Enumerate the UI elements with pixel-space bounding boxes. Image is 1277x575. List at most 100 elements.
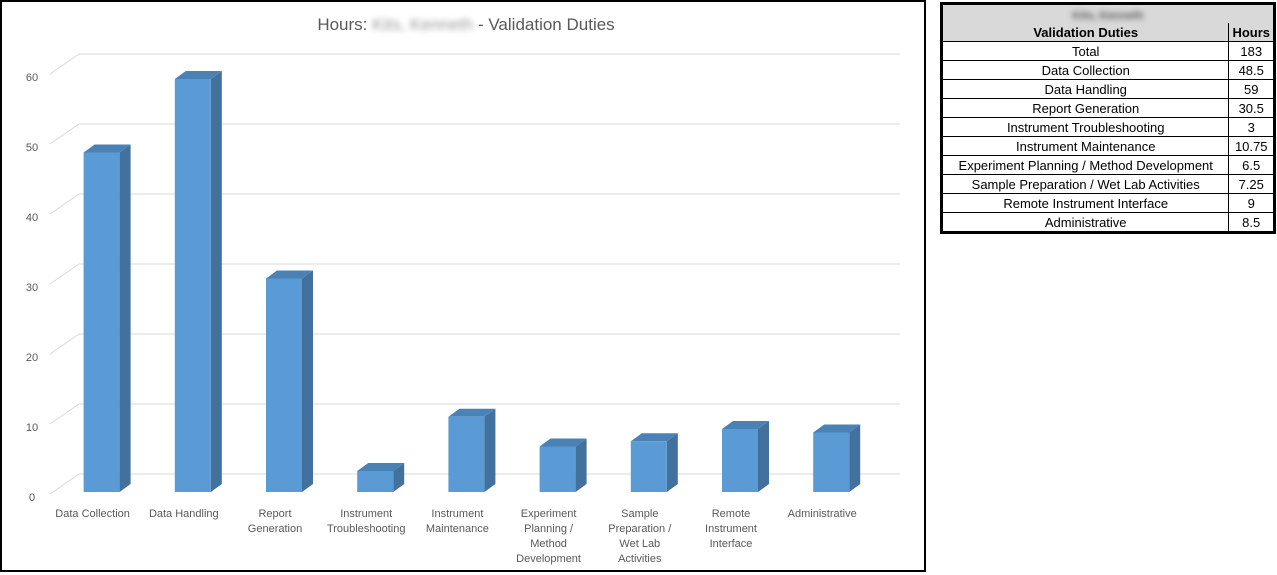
chart-frame: Hours: Kits, Kenneth - Validation Duties… bbox=[0, 0, 926, 572]
x-tick-label-line: Planning / bbox=[524, 523, 574, 535]
x-tick-label: Instrument Maintenance bbox=[426, 508, 489, 535]
table-row: Instrument Troubleshooting 3 bbox=[940, 117, 1275, 137]
bar-side bbox=[210, 71, 222, 492]
bar-9 bbox=[813, 424, 861, 492]
bar-top bbox=[357, 463, 405, 471]
bar-side bbox=[849, 424, 861, 492]
y-tick-label: 40 bbox=[26, 212, 38, 224]
table-cell-hours: 3 bbox=[1228, 117, 1275, 137]
bar-front bbox=[630, 441, 667, 492]
table-cell-duty: Experiment Planning / Method Development bbox=[940, 155, 1230, 175]
table-cell-hours: 59 bbox=[1228, 79, 1275, 99]
bar-6 bbox=[539, 438, 587, 492]
table-name-row: Kits, Kenneth bbox=[941, 3, 1275, 23]
hours-table: Kits, Kenneth Validation Duties Hours To… bbox=[940, 2, 1276, 234]
table-cell-hours: 10.75 bbox=[1228, 136, 1275, 156]
table-cell-duty: Total bbox=[940, 41, 1230, 61]
x-tick-label: Experiment Planning / Method Development bbox=[516, 508, 581, 565]
gridline-diagonal bbox=[49, 193, 80, 215]
table-cell-hours: 9 bbox=[1228, 193, 1275, 213]
bar-top bbox=[174, 71, 222, 79]
chart-title-name: Kits, Kenneth bbox=[372, 15, 473, 34]
bar-front bbox=[83, 152, 120, 492]
bar-5 bbox=[448, 408, 496, 492]
gridline-diagonal bbox=[49, 473, 80, 495]
y-tick-label: 50 bbox=[26, 142, 38, 154]
table-row: Remote Instrument Interface 9 bbox=[940, 193, 1275, 213]
x-tick-label-line: Troubleshooting bbox=[327, 523, 405, 535]
bar-side bbox=[758, 421, 769, 492]
bar-chart: Hours: Kits, Kenneth - Validation Duties… bbox=[26, 15, 900, 565]
table-cell-duty: Sample Preparation / Wet Lab Activities bbox=[940, 174, 1230, 194]
bar-front bbox=[813, 432, 850, 492]
table-row: Data Collection 48.5 bbox=[940, 60, 1275, 80]
bar-top bbox=[83, 144, 131, 153]
x-tick-label-line: Data Collection bbox=[55, 508, 130, 520]
table-cell-duty: Instrument Troubleshooting bbox=[940, 117, 1230, 137]
x-tick-label: Data Handling bbox=[149, 508, 219, 520]
bar-4 bbox=[357, 463, 405, 492]
bar-front bbox=[539, 446, 576, 492]
bar-front bbox=[448, 416, 485, 492]
gridline-diagonal bbox=[49, 263, 80, 285]
bar-side bbox=[575, 438, 587, 492]
bar-top bbox=[539, 438, 587, 447]
table-row: Experiment Planning / Method Development… bbox=[940, 155, 1275, 175]
x-tick-label: Sample Preparation / Wet Lab Activities bbox=[608, 508, 672, 565]
x-tick-label-line: Generation bbox=[248, 523, 302, 535]
bar-1 bbox=[83, 144, 131, 492]
y-tick-label: 30 bbox=[26, 282, 38, 294]
gridline-diagonal bbox=[49, 53, 80, 75]
bar-2 bbox=[174, 71, 222, 492]
chart-title-suffix: - Validation Duties bbox=[473, 15, 614, 34]
chart-title-prefix: Hours: bbox=[317, 15, 372, 34]
bar-top bbox=[266, 270, 313, 279]
x-tick-label-line: Administrative bbox=[788, 508, 857, 520]
table-header-row: Validation Duties Hours bbox=[940, 23, 1275, 42]
x-tick-label-line: Experiment bbox=[521, 508, 577, 520]
x-tick-label-line: Method bbox=[530, 538, 567, 550]
bar-side bbox=[302, 270, 313, 492]
x-tick-label: Administrative bbox=[788, 508, 857, 520]
table-cell-hours: 48.5 bbox=[1228, 60, 1275, 80]
bar-top bbox=[630, 433, 678, 442]
y-tick-label: 0 bbox=[29, 492, 35, 504]
table-cell-hours: 7.25 bbox=[1228, 174, 1275, 194]
x-tick-label-line: Remote bbox=[712, 508, 751, 520]
bar-7 bbox=[630, 433, 678, 492]
table-cell-duty: Remote Instrument Interface bbox=[940, 193, 1230, 213]
gridline-diagonal bbox=[49, 403, 80, 425]
y-tick-labels: 0 10 20 30 40 50 60 bbox=[26, 72, 38, 504]
table-cell-hours: 6.5 bbox=[1228, 155, 1275, 175]
bar-top bbox=[813, 424, 861, 433]
x-tick-label-line: Instrument bbox=[705, 523, 757, 535]
table-cell-duty: Data Handling bbox=[940, 79, 1230, 99]
x-tick-labels: Data Collection Data Handling Report Genera… bbox=[55, 508, 856, 565]
y-tick-label: 10 bbox=[26, 422, 38, 434]
table-name-cell: Kits, Kenneth bbox=[941, 3, 1275, 23]
table-cell-duty: Instrument Maintenance bbox=[940, 136, 1230, 156]
table-person-name: Kits, Kenneth bbox=[1072, 9, 1144, 22]
x-tick-label-line: Maintenance bbox=[426, 523, 489, 535]
x-tick-label-line: Interface bbox=[710, 538, 753, 550]
table-body: Total 183 Data Collection 48.5 Data Handling… bbox=[940, 41, 1275, 233]
table-row: Total 183 bbox=[940, 41, 1275, 61]
x-tick-label-line: Wet Lab bbox=[619, 538, 660, 550]
table-row: Report Generation 30.5 bbox=[940, 98, 1275, 118]
bar-side bbox=[393, 463, 405, 492]
y-tick-label: 60 bbox=[26, 72, 38, 84]
x-tick-label: Remote Instrument Interface bbox=[705, 508, 757, 550]
gridline-diagonal bbox=[49, 123, 80, 145]
bar-side bbox=[666, 433, 678, 492]
col-header-duty: Validation Duties bbox=[940, 23, 1230, 42]
x-tick-label-line: Sample bbox=[621, 508, 658, 520]
x-tick-label-line: Activities bbox=[618, 553, 662, 565]
table-cell-duty: Administrative bbox=[940, 212, 1230, 233]
bar-front bbox=[722, 429, 758, 492]
bar-3 bbox=[266, 270, 313, 492]
table-row: Administrative 8.5 bbox=[940, 212, 1275, 233]
y-tick-label: 20 bbox=[26, 352, 38, 364]
table-row: Instrument Maintenance 10.75 bbox=[940, 136, 1275, 156]
bar-top bbox=[722, 421, 769, 429]
table-cell-hours: 30.5 bbox=[1228, 98, 1275, 118]
